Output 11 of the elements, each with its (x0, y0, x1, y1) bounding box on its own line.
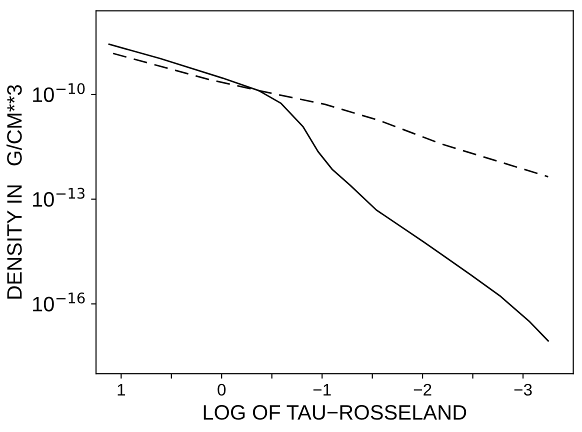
x-tick-label: −3 (514, 384, 532, 396)
y-tick-label: 10$^{−16}$ (33, 292, 85, 312)
x-axis-title: LOG OF TAU−ROSSELAND (204, 405, 466, 420)
x-tick-label: −2 (414, 384, 432, 396)
y-tick-label: 10$^{−13}$ (33, 188, 84, 207)
x-tick-label: 1 (118, 384, 125, 396)
x-tick-label: −1 (313, 384, 331, 396)
line-series (108, 43, 549, 342)
y-axis-title: DENSITY IN G/CM**3 (6, 85, 22, 299)
y-tick-label: 10$^{−10}$ (33, 83, 85, 102)
x-tick-label: 0 (218, 384, 226, 396)
